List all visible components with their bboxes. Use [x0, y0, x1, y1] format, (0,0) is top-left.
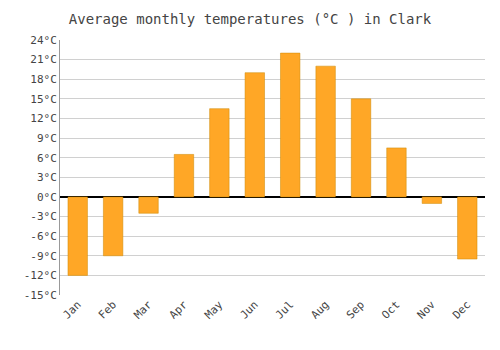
svg-text:3°C: 3°C [37, 171, 57, 184]
svg-text:Apr: Apr [167, 298, 191, 322]
svg-text:Sep: Sep [344, 298, 367, 321]
svg-text:24°C: 24°C [30, 34, 57, 47]
svg-text:Feb: Feb [96, 298, 119, 321]
svg-text:12°C: 12°C [30, 112, 57, 125]
svg-text:Jul: Jul [273, 298, 296, 321]
svg-text:6°C: 6°C [37, 152, 57, 165]
svg-text:9°C: 9°C [37, 132, 57, 145]
svg-text:Aug: Aug [308, 298, 331, 321]
svg-text:-9°C: -9°C [30, 250, 57, 263]
svg-text:-15°C: -15°C [24, 289, 57, 302]
svg-text:-3°C: -3°C [30, 210, 57, 223]
svg-text:Nov: Nov [415, 298, 439, 322]
svg-text:May: May [202, 298, 226, 322]
svg-text:Average monthly temperatures (: Average monthly temperatures (°C ) in Cl… [69, 11, 432, 27]
svg-text:21°C: 21°C [30, 53, 57, 66]
svg-text:Mar: Mar [131, 298, 155, 322]
svg-text:18°C: 18°C [30, 73, 57, 86]
svg-text:15°C: 15°C [30, 93, 57, 106]
svg-text:-6°C: -6°C [30, 230, 57, 243]
svg-text:-12°C: -12°C [24, 269, 57, 282]
svg-text:Oct: Oct [379, 298, 402, 321]
svg-text:0°C: 0°C [37, 191, 57, 204]
svg-text:Jan: Jan [60, 298, 83, 321]
svg-text:Jun: Jun [238, 298, 261, 321]
svg-text:Dec: Dec [450, 298, 473, 321]
